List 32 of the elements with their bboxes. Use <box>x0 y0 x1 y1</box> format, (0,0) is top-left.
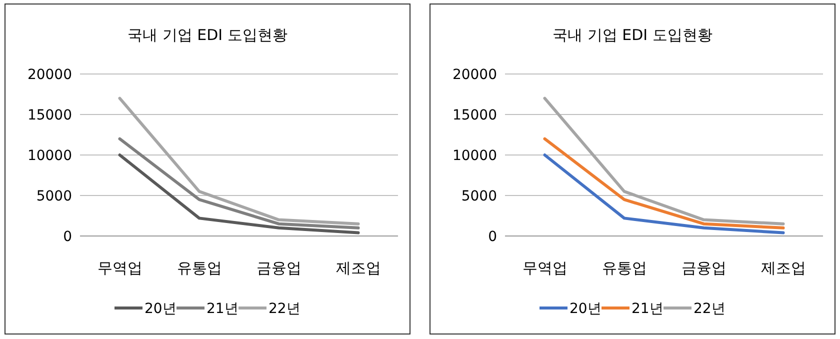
line-series <box>118 154 360 234</box>
x-tick-label: 무역업 <box>97 259 142 277</box>
y-tick-label: 10000 <box>452 148 497 164</box>
x-tick-label: 제조업 <box>760 259 806 277</box>
chart-title: 국내 기업 EDI 도입현황 <box>128 26 288 44</box>
y-tick-label: 0 <box>488 229 497 245</box>
x-tick-label: 제조업 <box>336 259 381 277</box>
x-tick-label: 금융업 <box>681 259 726 277</box>
y-tick-label: 20000 <box>452 67 497 83</box>
chart-title: 국내 기업 EDI 도입현황 <box>552 26 712 44</box>
y-tick-label: 15000 <box>452 108 497 124</box>
x-tick-label: 금융업 <box>256 259 302 277</box>
legend-label: 20년 <box>570 301 602 317</box>
y-tick-label: 5000 <box>461 188 497 204</box>
y-tick-label: 15000 <box>27 108 72 124</box>
y-tick-label: 5000 <box>36 188 72 204</box>
line-series <box>118 137 360 230</box>
y-tick-label: 20000 <box>27 67 72 83</box>
legend-label: 21년 <box>632 301 664 317</box>
line-series <box>543 154 785 234</box>
x-tick-label: 유통업 <box>176 259 222 277</box>
x-tick-label: 유통업 <box>602 259 647 277</box>
line-series <box>543 137 785 230</box>
legend-label: 20년 <box>144 301 176 317</box>
legend-label: 22년 <box>694 301 726 317</box>
line-series <box>543 96 785 226</box>
legend-label: 22년 <box>268 301 300 317</box>
line-series <box>118 96 360 226</box>
y-tick-label: 10000 <box>27 148 72 164</box>
y-tick-label: 0 <box>63 229 72 245</box>
x-tick-label: 무역업 <box>522 259 568 277</box>
legend-label: 21년 <box>206 301 238 317</box>
